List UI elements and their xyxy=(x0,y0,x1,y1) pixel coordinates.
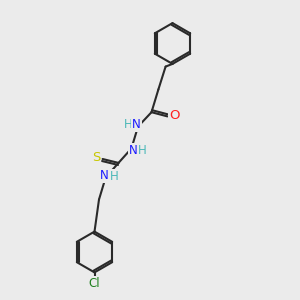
Text: H: H xyxy=(124,118,133,131)
Text: Cl: Cl xyxy=(89,277,100,290)
Text: N: N xyxy=(100,169,109,182)
Text: H: H xyxy=(137,144,146,158)
Text: N: N xyxy=(128,143,137,157)
Text: O: O xyxy=(169,109,179,122)
Text: S: S xyxy=(92,151,100,164)
Text: N: N xyxy=(132,118,141,131)
Text: H: H xyxy=(110,169,118,183)
